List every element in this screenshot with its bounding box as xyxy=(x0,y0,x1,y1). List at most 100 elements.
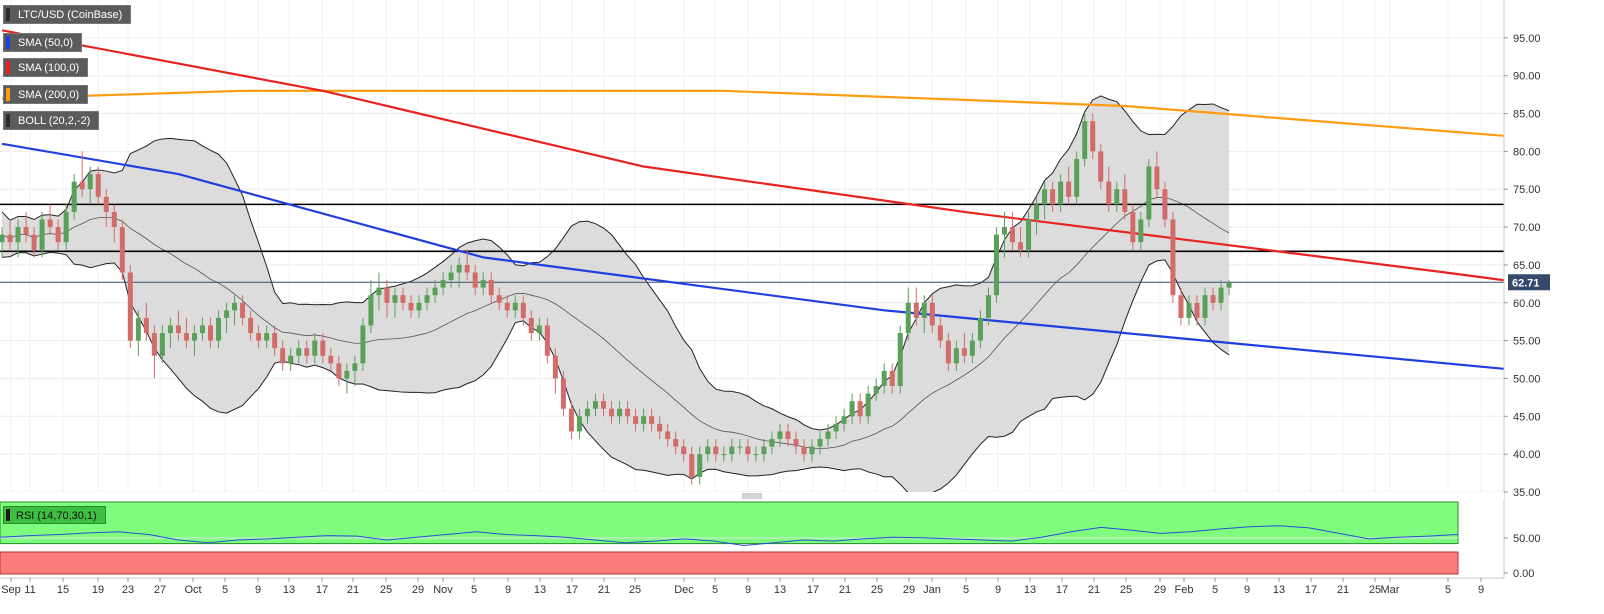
candle xyxy=(79,151,85,197)
time-tick-label: 9 xyxy=(1244,584,1250,596)
time-tick-label: 21 xyxy=(347,584,359,596)
time-tick-label: Oct xyxy=(184,584,201,596)
candle-body xyxy=(601,401,606,409)
candle-body xyxy=(1066,181,1072,197)
candle-body xyxy=(400,295,406,303)
sma100-line xyxy=(1,29,1604,295)
candle xyxy=(456,257,462,288)
candle xyxy=(1066,166,1072,205)
time-tick-label: 9 xyxy=(995,584,1001,596)
candle xyxy=(576,408,582,440)
time-tick-label: 5 xyxy=(1212,584,1218,596)
time-tick-label: 13 xyxy=(283,584,295,596)
candle-body xyxy=(568,408,574,432)
time-tick-label: Mar xyxy=(1381,584,1400,596)
candle xyxy=(753,446,759,462)
candle xyxy=(280,340,286,371)
candle-body xyxy=(584,408,590,417)
candle-body xyxy=(633,416,639,424)
sma200-legend[interactable]: SMA (200,0) xyxy=(3,85,89,104)
candle-body xyxy=(240,302,246,318)
candle-body xyxy=(881,370,887,387)
candle-body xyxy=(809,446,815,455)
current-price-tag xyxy=(1508,274,1550,291)
candle-body xyxy=(921,302,927,318)
sma50-legend-text: SMA (50,0) xyxy=(18,37,74,49)
candle-body xyxy=(841,416,847,424)
candle xyxy=(15,219,21,258)
candle xyxy=(1010,211,1016,250)
candle-body xyxy=(849,401,855,417)
candle-body xyxy=(1034,204,1040,220)
candle xyxy=(151,325,157,379)
candle xyxy=(769,431,775,455)
candle-body xyxy=(127,272,133,341)
candle xyxy=(841,408,847,432)
candle xyxy=(857,393,863,424)
candle xyxy=(440,272,446,296)
candle xyxy=(1130,204,1136,250)
candle-body xyxy=(216,317,222,341)
candle-body xyxy=(560,378,566,409)
rsi-legend[interactable]: RSI (14,70,30,1) xyxy=(3,506,106,524)
symbol-legend[interactable]: LTC/USD (CoinBase) xyxy=(3,5,132,24)
candle-body xyxy=(1170,219,1176,296)
price-tick-label: 75.00 xyxy=(1513,184,1541,196)
boll-upper-line xyxy=(1,95,1230,431)
candle xyxy=(721,446,727,462)
time-tick-label: 9 xyxy=(745,584,751,596)
candle-body xyxy=(143,317,149,334)
candle-body xyxy=(697,454,703,477)
time-tick-label: Nov xyxy=(433,584,453,596)
candle xyxy=(552,348,558,394)
time-tick-label: 19 xyxy=(92,584,104,596)
time-tick-label: 17 xyxy=(807,584,819,596)
time-axis: Sep 11 15 19 23 27 Oct 5 9 13 17 21 25 29 Nov 5 9 13 17 21 2… xyxy=(0,577,1504,596)
time-tick-label: 9 xyxy=(1478,584,1484,596)
time-tick-label: 29 xyxy=(903,584,915,596)
sma50-legend[interactable]: SMA (50,0) xyxy=(3,33,83,52)
boll-legend[interactable]: BOLL (20,2,-2) xyxy=(3,111,100,130)
candle-body xyxy=(761,446,767,455)
time-tick-label: Dec xyxy=(674,584,694,596)
candle-body xyxy=(825,431,831,440)
symbol-legend-text: LTC/USD (CoinBase) xyxy=(18,9,123,21)
candle-body xyxy=(392,295,398,303)
candle xyxy=(376,272,382,311)
candle xyxy=(31,227,37,258)
panel-resize-handle[interactable] xyxy=(0,492,1504,500)
candle-body xyxy=(1186,302,1192,318)
candle xyxy=(159,325,165,364)
candle xyxy=(993,227,999,303)
candle xyxy=(167,317,173,349)
candle-body xyxy=(977,317,983,341)
rsi-overbought-zone xyxy=(0,501,1459,545)
candle xyxy=(1106,166,1112,212)
candle xyxy=(1122,174,1128,220)
time-tick-label: 5 xyxy=(1445,584,1451,596)
candle xyxy=(560,370,566,417)
time-tick-label: 13 xyxy=(1273,584,1285,596)
candle-body xyxy=(167,325,173,334)
candle xyxy=(689,446,695,485)
candle xyxy=(183,317,189,349)
candle-body xyxy=(953,348,959,364)
candle xyxy=(71,174,77,220)
candle xyxy=(400,287,406,311)
candle xyxy=(681,439,687,462)
sma100-legend[interactable]: SMA (100,0) xyxy=(3,58,89,77)
candle-body xyxy=(376,287,382,296)
candle xyxy=(0,227,5,258)
price-tick-label: 45.00 xyxy=(1513,411,1541,423)
time-tick-label: 17 xyxy=(566,584,578,596)
candle-body xyxy=(625,408,631,417)
rsi-panel: 50.00 0.00 xyxy=(0,501,1541,580)
candle xyxy=(625,401,631,424)
candle xyxy=(119,219,125,281)
candle xyxy=(905,287,911,341)
candle-body xyxy=(1106,181,1112,205)
candlesticks xyxy=(0,113,1232,485)
time-tick-label: Feb xyxy=(1175,584,1194,596)
candle-body xyxy=(1098,151,1104,182)
